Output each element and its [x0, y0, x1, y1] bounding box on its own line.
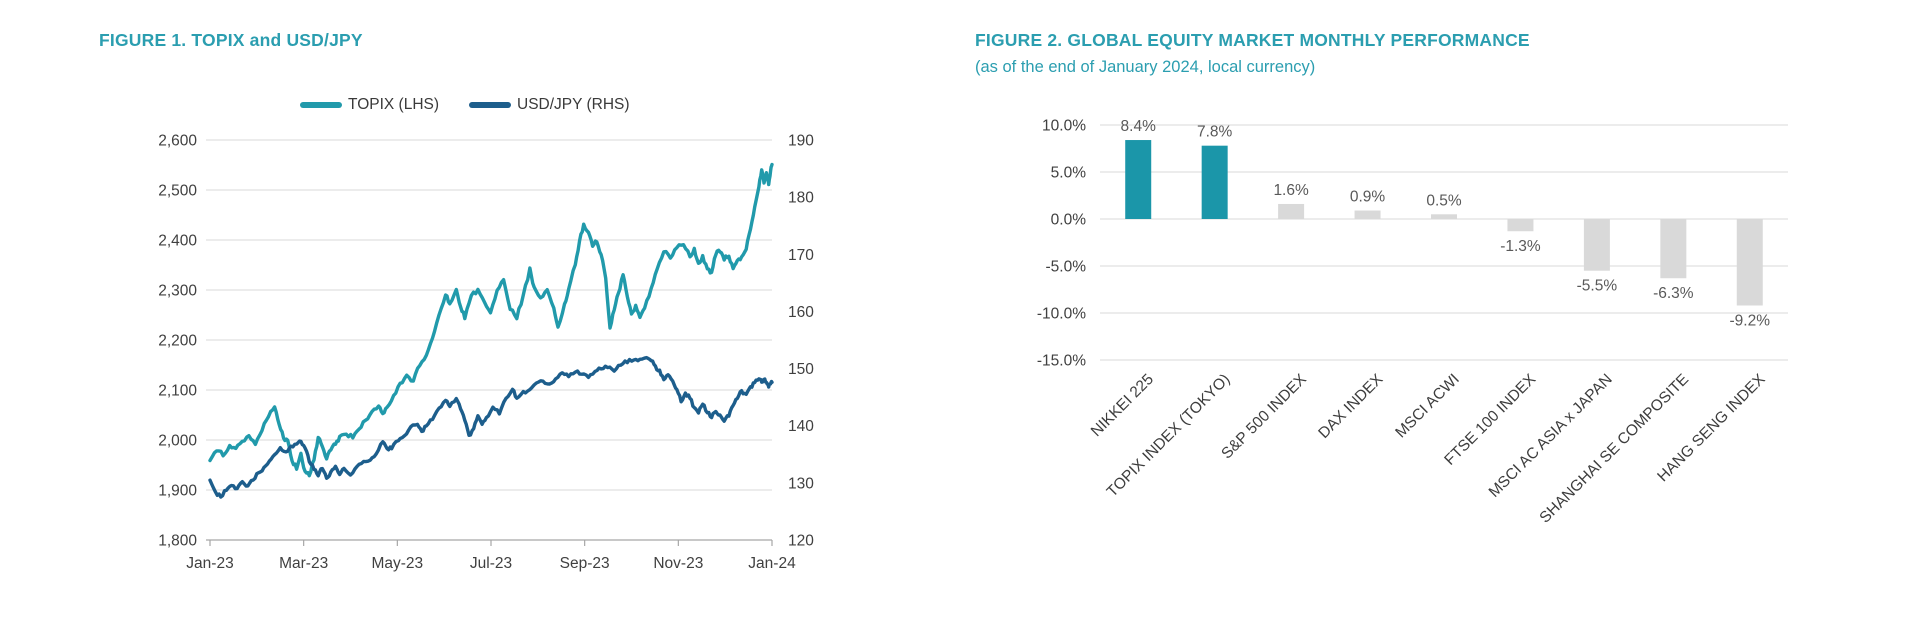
figure2-subtitle: (as of the end of January 2024, local cu… — [975, 58, 1316, 76]
y-axis-tick-label: 0.0% — [1051, 212, 1087, 229]
bar-value-label: -5.5% — [1577, 278, 1618, 295]
bar-value-label: 7.8% — [1197, 124, 1233, 141]
left-axis-tick-label: 2,500 — [158, 183, 197, 200]
usdjpy-legend-label: USD/JPY (RHS) — [517, 96, 630, 113]
bar — [1431, 214, 1457, 219]
right-axis-tick-label: 170 — [788, 247, 814, 264]
bar-value-label: -6.3% — [1653, 285, 1694, 302]
figure1-legend: TOPIX (LHS) USD/JPY (RHS) — [300, 96, 630, 114]
bar — [1507, 219, 1534, 232]
category-label: NIKKEI 225 — [1088, 371, 1157, 440]
x-axis-tick-label: May-23 — [371, 555, 423, 572]
bar — [1278, 203, 1305, 219]
global-equity-bar-chart: 10.0% 5.0% 0.0% -5.0% -10.0% -15.0% 8.4% NIKKEI… — [1037, 118, 1788, 527]
category-label: MSCI ACWI — [1392, 371, 1462, 441]
usdjpy-line-series — [208, 355, 774, 499]
figure2-title: FIGURE 2. GLOBAL EQUITY MARKET MONTHLY P… — [975, 30, 1530, 50]
bar — [1354, 210, 1381, 219]
left-axis-tick-label: 2,000 — [158, 433, 197, 450]
left-axis-tick-label: 2,300 — [158, 283, 197, 300]
left-axis-tick-label: 2,600 — [158, 133, 197, 150]
y-axis-tick-label: -15.0% — [1037, 353, 1086, 370]
bar — [1660, 219, 1687, 279]
topix-line-swatch-icon — [300, 102, 342, 108]
usdjpy-line-swatch-icon — [469, 102, 512, 108]
topix-usdjpy-line-chart: 2,600 2,500 2,400 2,300 2,200 2,100 2,000 1,900… — [158, 133, 814, 573]
right-axis-tick-label: 190 — [788, 133, 814, 150]
x-axis-tick-label: Nov-23 — [653, 555, 703, 572]
left-axis-tick-label: 1,900 — [158, 483, 197, 500]
category-label: MSCI AC ASIA x JAPAN — [1486, 371, 1616, 501]
y-axis-tick-label: -5.0% — [1046, 259, 1087, 276]
x-axis-tick-label: Mar-23 — [279, 555, 328, 572]
bar-value-label: 0.9% — [1350, 189, 1386, 206]
y-axis-tick-label: 5.0% — [1051, 165, 1087, 182]
left-axis-tick-label: 2,200 — [158, 333, 197, 350]
right-axis-tick-label: 160 — [788, 304, 814, 321]
left-axis-tick-label: 2,100 — [158, 383, 197, 400]
category-label: DAX INDEX — [1315, 370, 1387, 442]
y-axis-tick-label: 10.0% — [1042, 118, 1086, 135]
bar — [1201, 145, 1228, 219]
bar-value-label: 0.5% — [1426, 192, 1462, 209]
legend-item-usdjpy: USD/JPY (RHS) — [469, 96, 630, 114]
x-axis-tick-label: Jan-23 — [186, 555, 233, 572]
left-axis-tick-label: 2,400 — [158, 233, 197, 250]
bar-value-label: -9.2% — [1730, 312, 1771, 329]
topix-line-series — [208, 162, 774, 478]
x-axis-tick-label: Jan-24 — [748, 555, 796, 572]
category-label: SHANGHAI SE COMPOSITE — [1536, 371, 1692, 527]
x-axis-tick-label: Jul-23 — [470, 555, 512, 572]
y-axis-tick-label: -10.0% — [1037, 306, 1086, 323]
figure1-title: FIGURE 1. TOPIX and USD/JPY — [99, 30, 363, 50]
bar — [1125, 140, 1152, 219]
bar-value-label: 8.4% — [1121, 118, 1157, 135]
right-axis-tick-label: 130 — [788, 475, 814, 492]
bar — [1583, 219, 1610, 271]
right-axis-tick-label: 150 — [788, 361, 814, 378]
bar-value-label: 1.6% — [1273, 182, 1309, 199]
topix-legend-label: TOPIX (LHS) — [348, 96, 440, 113]
bar-value-label: -1.3% — [1500, 238, 1541, 255]
right-axis-tick-label: 140 — [788, 418, 814, 435]
left-axis-tick-label: 1,800 — [158, 533, 197, 550]
right-axis-tick-label: 180 — [788, 190, 814, 207]
x-axis-tick-label: Sep-23 — [560, 555, 610, 572]
bar — [1736, 219, 1763, 306]
legend-item-topix: TOPIX (LHS) — [300, 96, 439, 114]
category-label: TOPIX INDEX (TOKYO) — [1104, 371, 1234, 501]
right-axis-tick-label: 120 — [788, 533, 814, 550]
